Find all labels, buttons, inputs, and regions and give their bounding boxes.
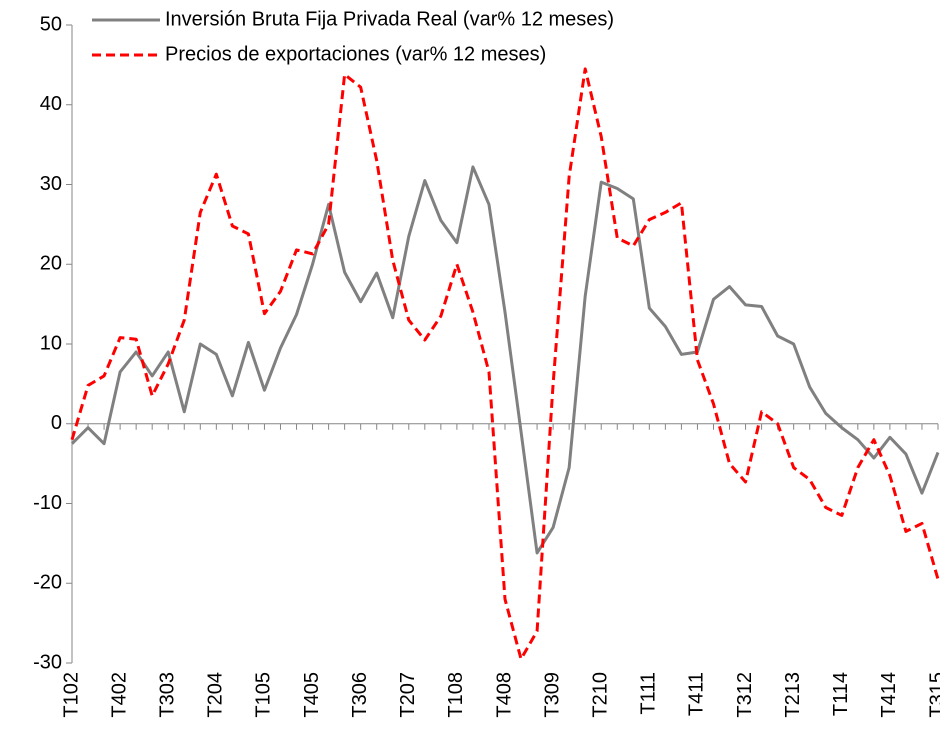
- x-tick-label: T303: [157, 672, 179, 718]
- x-tick-label: T207: [397, 672, 419, 718]
- x-tick-label: T411: [686, 672, 708, 716]
- x-tick-label: T111: [638, 672, 660, 715]
- y-tick-label: 20: [40, 253, 62, 275]
- x-tick-label: T114: [830, 672, 852, 716]
- x-tick-label: T204: [205, 672, 227, 718]
- x-tick-label: T102: [60, 672, 82, 718]
- x-tick-label: T108: [445, 672, 467, 718]
- x-tick-label: T213: [782, 672, 804, 718]
- y-tick-label: 10: [40, 332, 62, 354]
- x-tick-label: T405: [301, 672, 323, 718]
- x-tick-label: T408: [493, 672, 515, 718]
- series-line: [70, 67, 940, 661]
- y-tick-label: -10: [33, 492, 62, 514]
- x-tick-label: T402: [108, 672, 130, 718]
- series-line: [70, 165, 940, 555]
- x-tick-label: T105: [253, 672, 275, 718]
- x-tick-label: T312: [734, 672, 756, 718]
- legend-label: Inversión Bruta Fija Privada Real (var% …: [165, 8, 614, 30]
- y-tick-label: -20: [33, 572, 62, 594]
- y-tick-label: 30: [40, 173, 62, 195]
- x-tick-label: T210: [590, 672, 612, 718]
- y-tick-label: 50: [40, 13, 62, 35]
- x-tick-label: T309: [541, 672, 563, 718]
- x-tick-label: T414: [878, 672, 900, 718]
- legend-label: Precios de exportaciones (var% 12 meses): [165, 43, 546, 65]
- y-tick-label: 40: [40, 93, 62, 115]
- y-tick-label: 0: [51, 412, 62, 434]
- x-tick-label: T306: [349, 672, 371, 718]
- x-tick-label: T315: [926, 672, 940, 718]
- y-tick-label: -30: [33, 651, 62, 673]
